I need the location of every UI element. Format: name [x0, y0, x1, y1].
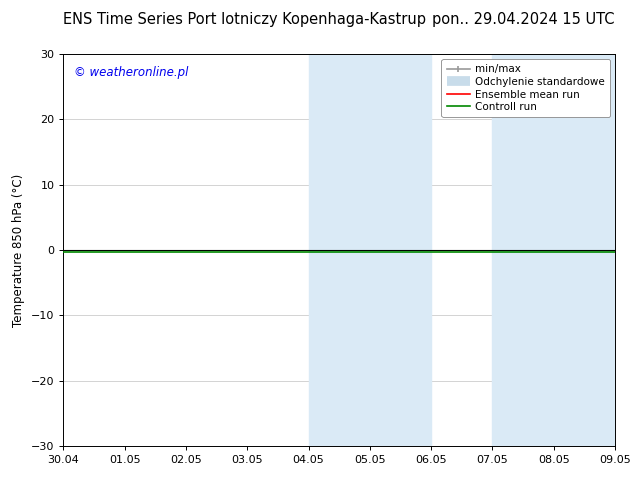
Text: ENS Time Series Port lotniczy Kopenhaga-Kastrup: ENS Time Series Port lotniczy Kopenhaga-…: [63, 12, 427, 27]
Bar: [493, 54, 615, 446]
Text: pon.. 29.04.2024 15 UTC: pon.. 29.04.2024 15 UTC: [432, 12, 615, 27]
Bar: [309, 54, 431, 446]
Text: © weatheronline.pl: © weatheronline.pl: [74, 66, 189, 79]
Legend: min/max, Odchylenie standardowe, Ensemble mean run, Controll run: min/max, Odchylenie standardowe, Ensembl…: [441, 59, 610, 117]
Y-axis label: Temperature 850 hPa (°C): Temperature 850 hPa (°C): [12, 173, 25, 326]
